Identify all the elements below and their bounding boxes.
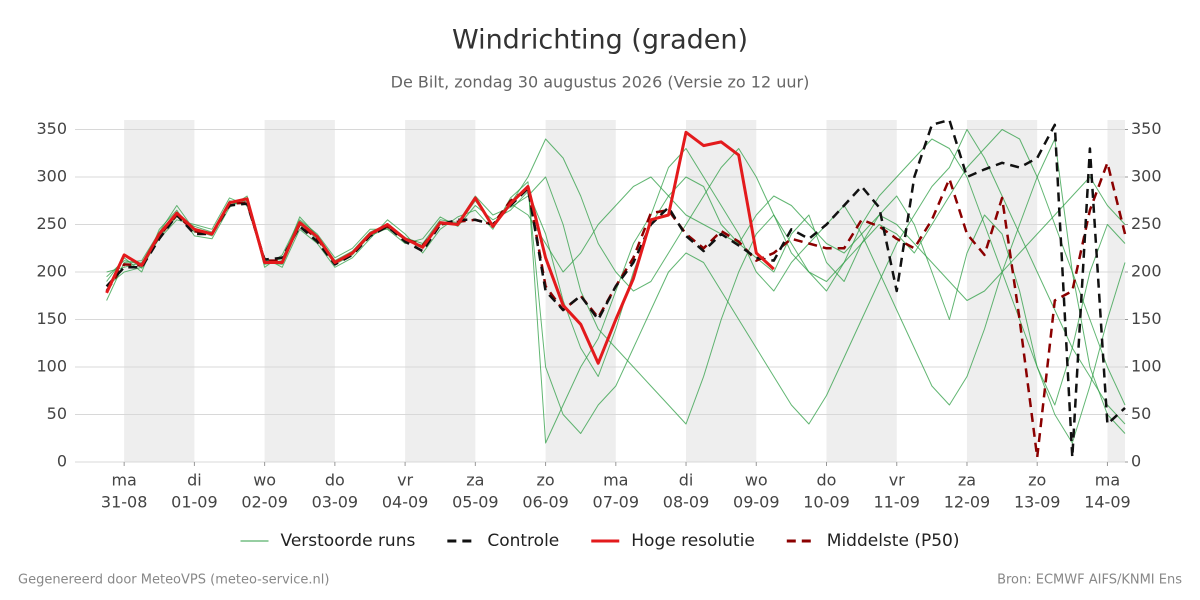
x-tick-date: 09-09 [733, 493, 780, 512]
y2-tick-label: 150 [1131, 309, 1162, 328]
legend: Verstoorde runs Controle Hoge resolutie Mid… [240, 531, 960, 551]
x-tick-date: 07-09 [593, 493, 640, 512]
day-shade [124, 120, 195, 462]
y-tick-label: 100 [36, 357, 67, 376]
x-tick-day: vr [889, 471, 905, 490]
x-tick-date: 03-09 [312, 493, 359, 512]
y2-tick-label: 250 [1131, 214, 1162, 233]
x-tick-date: 31-08 [101, 493, 148, 512]
chart-title: Windrichting (graden) [452, 25, 748, 56]
x-tick-date: 14-09 [1084, 493, 1131, 512]
x-tick-day: di [679, 471, 694, 490]
x-tick-date: 05-09 [452, 493, 499, 512]
x-tick-day: do [325, 471, 345, 490]
day-shade [826, 120, 897, 462]
x-tick-day: zo [1028, 471, 1046, 490]
legend-label: Hoge resolutie [631, 531, 755, 551]
y-tick-label: 250 [36, 214, 67, 233]
x-tick-day: za [958, 471, 976, 490]
y2-tick-label: 0 [1131, 452, 1141, 471]
x-tick-day: ma [1095, 471, 1120, 490]
y2-tick-label: 50 [1131, 404, 1151, 423]
y-tick-label: 150 [36, 309, 67, 328]
legend-label: Verstoorde runs [281, 531, 416, 551]
x-tick-day: wo [253, 471, 276, 490]
x-tick-date: 02-09 [241, 493, 288, 512]
x-tick-date: 08-09 [663, 493, 710, 512]
x-tick-date: 13-09 [1014, 493, 1061, 512]
chart-subtitle: De Bilt, zondag 30 augustus 2026 (Versie… [391, 73, 810, 92]
legend-label: Controle [487, 531, 559, 551]
x-tick-date: 12-09 [944, 493, 991, 512]
x-tick-date: 01-09 [171, 493, 218, 512]
y-tick-label: 200 [36, 262, 67, 281]
x-tick-date: 06-09 [522, 493, 569, 512]
x-tick-day: za [466, 471, 484, 490]
x-tick-day: di [187, 471, 202, 490]
x-tick-day: zo [536, 471, 554, 490]
day-shade [264, 120, 335, 462]
y-tick-label: 350 [36, 119, 67, 138]
x-tick-day: vr [397, 471, 413, 490]
series-line [105, 118, 1126, 459]
legend-label: Middelste (P50) [827, 531, 960, 551]
y2-tick-label: 350 [1131, 119, 1162, 138]
x-tick-day: ma [111, 471, 136, 490]
y-tick-label: 50 [47, 404, 67, 423]
series-line [105, 130, 775, 365]
x-tick-date: 04-09 [382, 493, 429, 512]
y2-tick-label: 200 [1131, 262, 1162, 281]
day-shade [966, 120, 1038, 462]
footer-left: Gegenereerd door MeteoVPS (meteo-service… [18, 573, 329, 588]
y2-tick-label: 300 [1131, 167, 1162, 186]
x-tick-day: wo [745, 471, 768, 490]
x-tick-date: 11-09 [873, 493, 920, 512]
footer-right: Bron: ECMWF AIFS/KNMI Ens [997, 573, 1182, 588]
day-shade [405, 120, 476, 462]
x-tick-date: 10-09 [803, 493, 850, 512]
y-tick-label: 300 [36, 167, 67, 186]
x-tick-day: ma [603, 471, 628, 490]
x-tick-day: do [817, 471, 837, 490]
y2-tick-label: 100 [1131, 357, 1162, 376]
y-tick-label: 0 [57, 452, 67, 471]
